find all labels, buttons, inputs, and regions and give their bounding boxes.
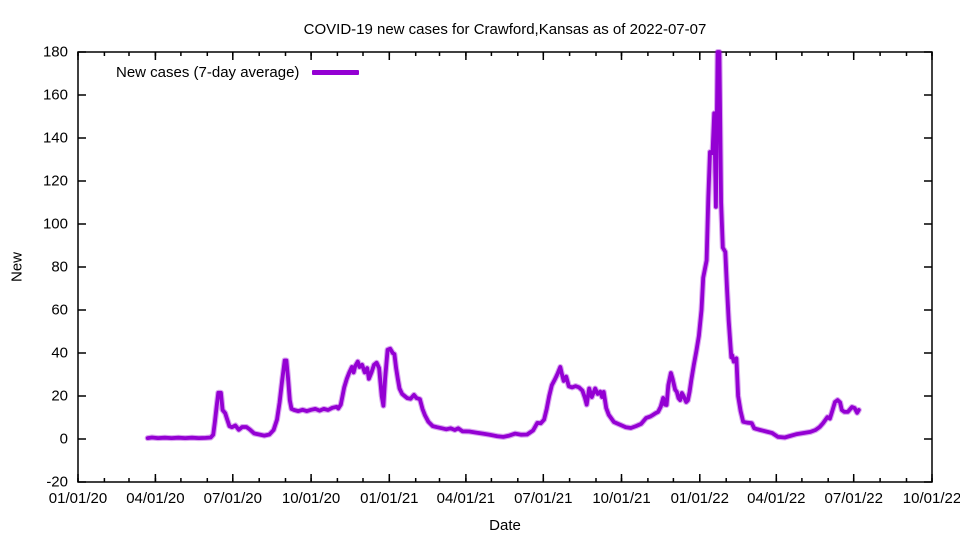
y-tick-label: -20 xyxy=(46,473,68,491)
x-tick-label: 10/01/21 xyxy=(592,490,651,507)
y-tick-label: 60 xyxy=(51,301,68,319)
chart-title: COVID-19 new cases for Crawford,Kansas a… xyxy=(303,21,707,38)
x-tick-label: 01/01/22 xyxy=(670,490,729,507)
x-tick-label: 10/01/22 xyxy=(902,490,960,507)
x-tick-label: 04/01/21 xyxy=(436,490,496,507)
y-tick-label: 80 xyxy=(51,258,68,276)
data-line-halo xyxy=(144,49,862,442)
y-axis-label: New xyxy=(8,251,26,283)
y-tick-label: 120 xyxy=(42,172,68,190)
plot-frame xyxy=(77,51,933,483)
y-tick-label: 180 xyxy=(42,43,68,61)
x-tick-label: 07/01/21 xyxy=(514,490,573,507)
legend-line-sample xyxy=(312,69,360,75)
y-tick-label: 160 xyxy=(42,86,68,104)
x-tick-label: 01/01/21 xyxy=(360,490,419,507)
x-minor-ticks xyxy=(77,52,933,482)
data-line xyxy=(145,50,861,441)
x-tick-label: 07/01/20 xyxy=(203,490,262,507)
y-tick-label: 0 xyxy=(59,430,68,448)
x-tick-label: 07/01/22 xyxy=(824,490,883,507)
x-tick-label: 04/01/20 xyxy=(126,490,185,507)
x-tick-label: 10/01/20 xyxy=(281,490,341,507)
y-tick-label: 20 xyxy=(51,387,68,405)
x-axis-label: Date xyxy=(489,517,521,534)
y-tick-label: 40 xyxy=(51,344,68,362)
y-tick-label: 100 xyxy=(42,215,68,233)
axis-major-ticks xyxy=(77,51,933,483)
x-tick-label: 01/01/20 xyxy=(48,490,108,507)
x-tick-label: 04/01/22 xyxy=(747,490,806,507)
legend-entry-label: New cases (7-day average) xyxy=(116,63,300,81)
y-tick-label: 140 xyxy=(42,129,68,147)
legend: New cases (7-day average) xyxy=(116,63,360,81)
